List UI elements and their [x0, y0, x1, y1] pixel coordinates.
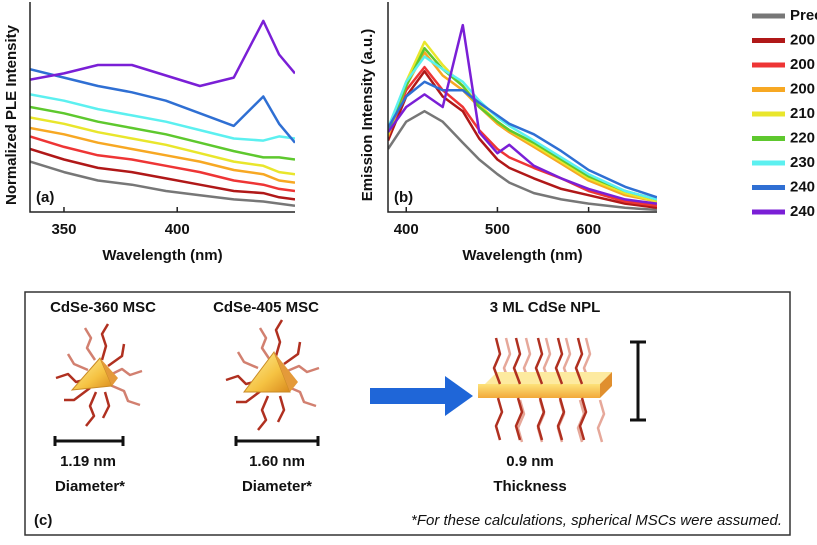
scale-bar-360 [53, 436, 125, 446]
series-line [30, 19, 295, 88]
legend-label: Precursor [790, 7, 817, 24]
series-line [30, 147, 295, 201]
legend-label: 200 °C, 60 s [790, 80, 817, 97]
x-tick-label: 600 [576, 221, 601, 238]
series-line [30, 135, 295, 193]
legend: Precursor 200 °C, 20 s 200 °C, 40 s 200 °C,… [752, 7, 817, 220]
series-line [388, 109, 657, 212]
npl-size: 0.9 nm [506, 453, 554, 470]
x-tick-label: 400 [165, 221, 190, 238]
axis-line [387, 2, 657, 213]
msc360-icon [55, 323, 143, 427]
msc405-size: 1.60 nm [249, 453, 305, 470]
msc405-caption: Diameter* [242, 478, 312, 495]
x-axis-label: Wavelength (nm) [462, 247, 582, 264]
legend-label: 210 °C, 60 s [790, 105, 817, 122]
msc360-size: 1.19 nm [60, 453, 116, 470]
x-tick-label: 350 [51, 221, 76, 238]
series-line [30, 105, 295, 161]
legend-label: 230 °C, 60 s [790, 154, 817, 171]
footnote: *For these calculations, spherical MSCs … [411, 512, 782, 529]
x-tick-label: 500 [485, 221, 510, 238]
series-line [388, 51, 657, 203]
panel-label: (c) [34, 512, 52, 529]
legend-label: 220 °C, 60 s [790, 129, 817, 146]
series-line [388, 80, 657, 199]
diagram: CdSe-360 MSC CdSe-405 MSC 3 ML CdSe NPL … [24, 291, 791, 536]
series-line [30, 116, 295, 176]
panel-label: (a) [36, 189, 54, 206]
series-line [388, 46, 657, 201]
msc405-title: CdSe-405 MSC [213, 299, 319, 316]
x-axis-label: Wavelength (nm) [102, 247, 222, 264]
series-line [388, 55, 657, 201]
series-line [30, 67, 295, 144]
plot: 400 500 600 Wavelength (nm) Emission Intensi… [359, 2, 657, 264]
series-line [30, 93, 295, 142]
series-line [388, 40, 657, 203]
scale-bar-405 [234, 436, 320, 446]
series-line [30, 126, 295, 184]
thickness-bar [630, 340, 646, 422]
series-line [388, 65, 657, 207]
legend-label: 200 °C, 20 s [790, 31, 817, 48]
x-tick-label: 400 [394, 221, 419, 238]
legend-label: 200 °C, 40 s [790, 56, 817, 73]
diagram-frame [24, 291, 791, 536]
legend-label: 240 °C, 120 s [790, 203, 817, 220]
series-line [388, 70, 657, 210]
arrow [370, 376, 473, 416]
y-axis-label: Emission Intensity (a.u.) [359, 29, 376, 202]
y-axis-label: Normalized PLE Intensity [3, 24, 20, 205]
npl-title: 3 ML CdSe NPL [490, 299, 601, 316]
legend-label: 240 °C, 60 s [790, 178, 817, 195]
msc360-title: CdSe-360 MSC [50, 299, 156, 316]
panel-label: (b) [394, 189, 413, 206]
npl-icon [478, 337, 612, 443]
charts: 350 400 Wavelength (nm) Normalized PLE Inte… [3, 2, 817, 264]
series-line [388, 23, 657, 205]
series-line [30, 160, 295, 207]
axis-line [29, 2, 295, 213]
msc405-icon [225, 319, 320, 431]
msc360-caption: Diameter* [55, 478, 125, 495]
npl-caption: Thickness [493, 478, 566, 495]
plot: 350 400 Wavelength (nm) Normalized PLE Inte… [3, 2, 295, 264]
